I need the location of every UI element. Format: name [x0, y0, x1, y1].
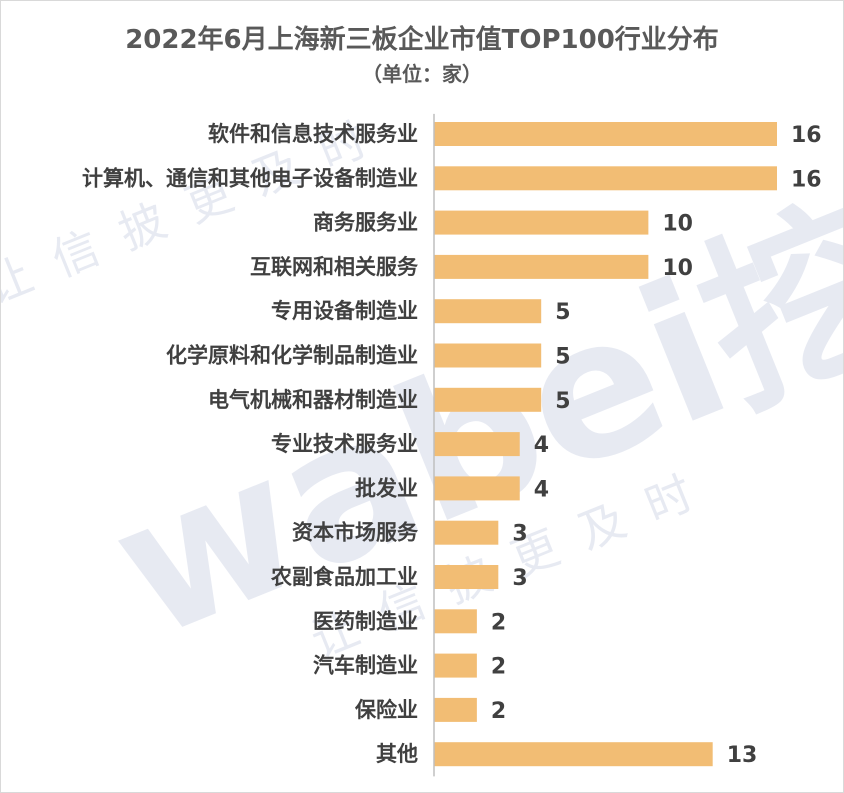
value-label-4: 5: [555, 300, 570, 325]
value-label-5: 5: [555, 345, 570, 370]
value-label-10: 3: [512, 566, 527, 591]
value-label-1: 16: [791, 167, 822, 192]
category-label-3: 互联网和相关服务: [250, 255, 419, 279]
category-label-1: 计算机、通信和其他电子设备制造业: [82, 166, 418, 190]
value-label-13: 2: [491, 699, 506, 724]
bar-14: [434, 742, 713, 767]
value-label-9: 3: [512, 522, 527, 547]
category-label-14: 其他: [376, 742, 418, 766]
bar-6: [434, 387, 542, 412]
bar-11: [434, 609, 477, 634]
value-label-11: 2: [491, 610, 506, 635]
bar-10: [434, 565, 499, 589]
bar-1: [434, 166, 777, 191]
bar-3: [434, 254, 649, 279]
chart-title: 2022年6月上海新三板企业市值TOP100行业分布: [125, 24, 719, 55]
bar-4: [434, 299, 542, 324]
category-label-9: 资本市场服务: [292, 521, 419, 545]
category-label-5: 化学原料和化学制品制造业: [166, 344, 418, 368]
value-label-7: 4: [534, 433, 549, 458]
category-label-13: 保险业: [354, 698, 418, 722]
bar-2: [434, 210, 649, 235]
category-label-7: 专业技术服务业: [271, 432, 418, 456]
value-label-0: 16: [791, 123, 822, 148]
category-label-11: 医药制造业: [313, 609, 418, 633]
bar-13: [434, 697, 477, 722]
value-label-6: 5: [555, 389, 570, 414]
value-label-8: 4: [534, 477, 549, 502]
category-label-0: 软件和信息技术服务业: [208, 122, 418, 146]
bar-8: [434, 476, 520, 501]
value-label-2: 10: [662, 212, 693, 237]
bar-12: [434, 653, 477, 678]
value-label-3: 10: [662, 256, 693, 281]
bar-5: [434, 343, 542, 368]
bars-group: [434, 122, 777, 767]
chart-subtitle: （单位：家）: [362, 62, 482, 86]
category-label-12: 汽车制造业: [313, 654, 418, 678]
category-labels: 软件和信息技术服务业计算机、通信和其他电子设备制造业商务服务业互联网和相关服务专…: [82, 122, 419, 766]
bar-7: [434, 432, 520, 457]
value-label-12: 2: [491, 655, 506, 680]
bar-9: [434, 520, 499, 545]
category-label-2: 商务服务业: [313, 211, 418, 235]
value-label-14: 13: [727, 743, 758, 768]
bar-0: [434, 122, 777, 146]
category-label-4: 专用设备制造业: [271, 299, 418, 323]
category-label-6: 电气机械和器材制造业: [208, 388, 418, 412]
category-label-8: 批发业: [355, 476, 418, 500]
category-label-10: 农副食品加工业: [270, 565, 418, 589]
